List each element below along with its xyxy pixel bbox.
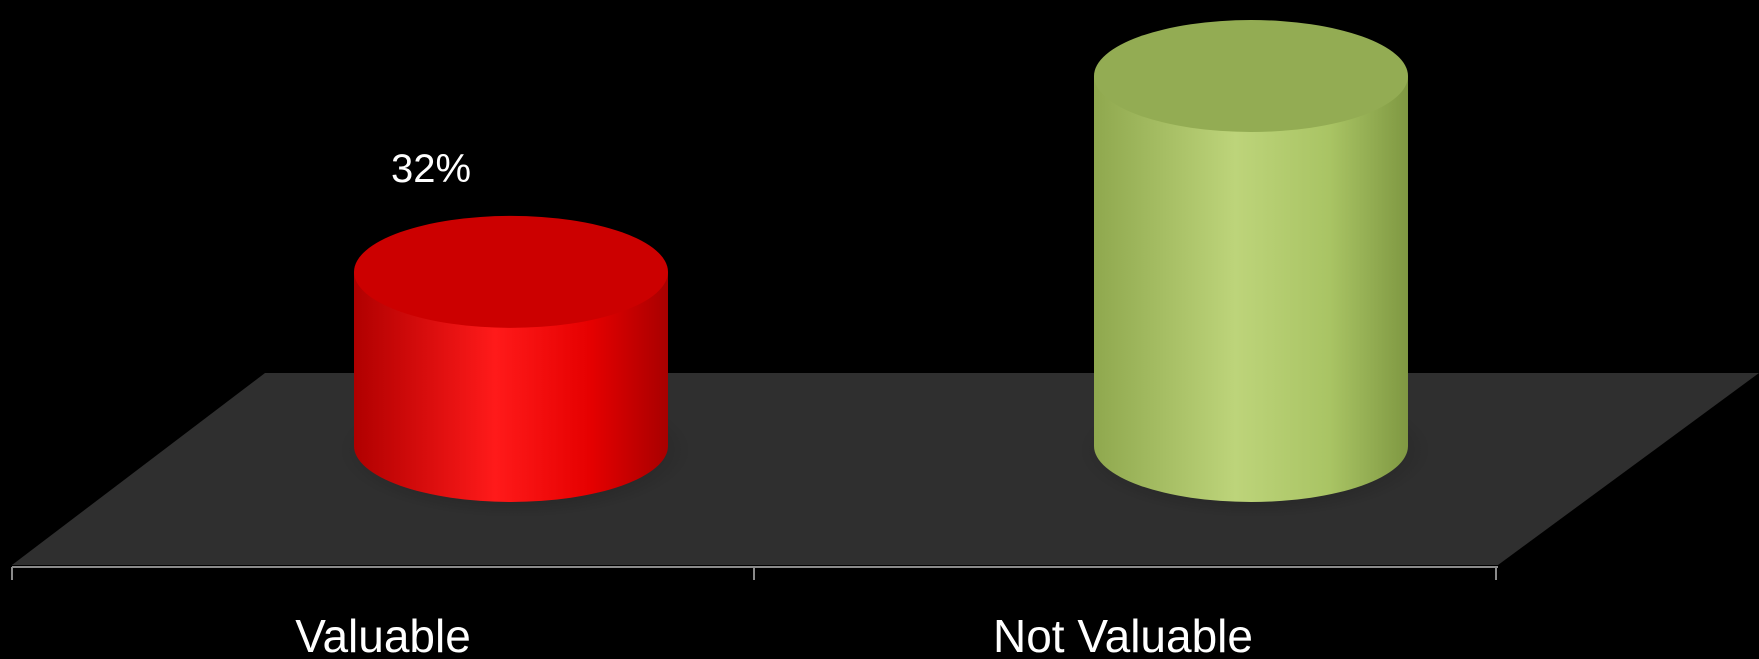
bar-not-valuable xyxy=(1078,20,1432,518)
bar-body xyxy=(354,271,668,502)
bar-body xyxy=(1094,76,1408,502)
data-label-valuable: 32% xyxy=(391,147,471,191)
bar-valuable xyxy=(338,215,692,518)
bar-top xyxy=(354,215,668,328)
bar-top xyxy=(1094,20,1408,132)
chart-floor xyxy=(12,373,1759,565)
category-label-not-valuable: Not Valuable xyxy=(993,610,1253,659)
category-label-valuable: Valuable xyxy=(295,610,471,659)
